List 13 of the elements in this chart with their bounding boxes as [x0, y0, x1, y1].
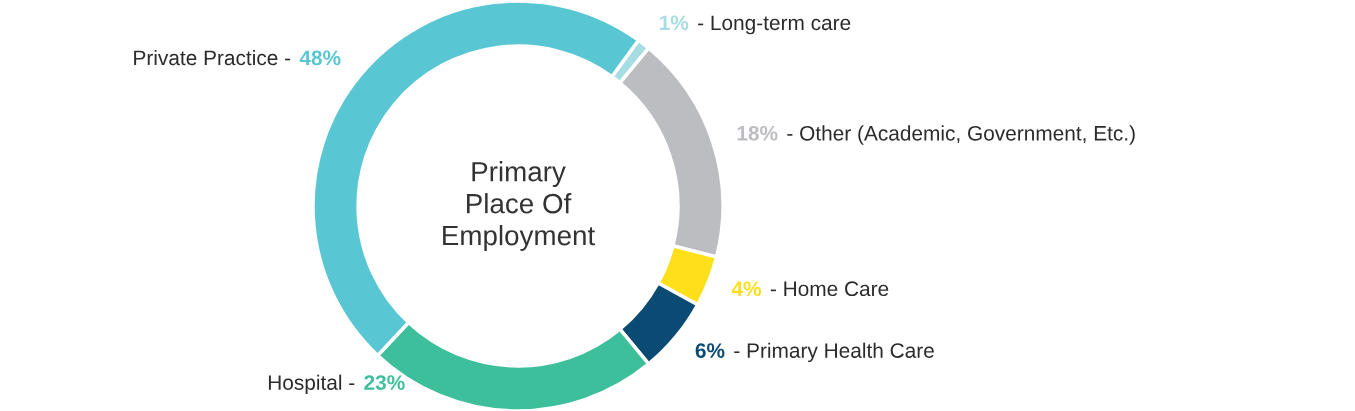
slice-label: - Primary Health Care	[734, 342, 934, 363]
slice-label: - Long-term care	[698, 15, 851, 35]
slice-label: Hospital -	[268, 374, 355, 395]
data-label: 48%	[299, 50, 341, 66]
data-label: 18%	[737, 125, 778, 141]
text: Primary Place Of Employment	[443, 161, 595, 251]
data-label: 4%	[731, 281, 762, 297]
slice-label: - Home Care	[770, 281, 889, 297]
slice-label: Private Practice -	[134, 49, 291, 66]
data-label: 23%	[364, 375, 405, 390]
slice-label: - Other (Academic, Government, Etc.)	[787, 125, 1135, 145]
data-label: 1%	[660, 15, 689, 31]
data-label: 6%	[695, 343, 725, 358]
